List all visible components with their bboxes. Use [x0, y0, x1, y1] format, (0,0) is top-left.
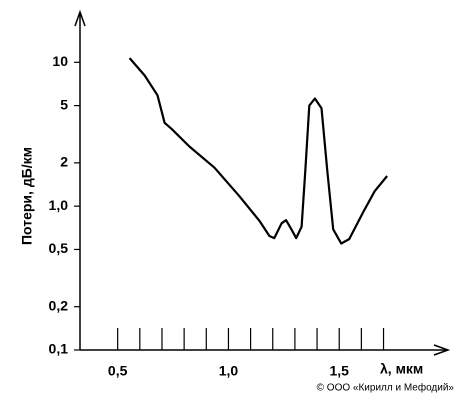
loss-curve — [128, 57, 388, 245]
x-label: λ, мкм — [380, 361, 423, 377]
y-tick-label: 0,1 — [49, 341, 69, 357]
y-arrow — [74, 9, 86, 27]
y-tick-label: 1,0 — [49, 197, 69, 213]
x-tick-label: 0,5 — [108, 363, 128, 379]
x-tick-label: 1,0 — [219, 363, 239, 379]
x-arrow — [433, 344, 451, 356]
y-tick-label: 5 — [60, 96, 68, 112]
credit: © ООО «Кирилл и Мефодий» — [317, 382, 455, 394]
y-label: Потери, дБ/км — [19, 147, 35, 245]
y-tick-label: 0,5 — [49, 240, 69, 256]
x-tick-label: 1,5 — [329, 363, 349, 379]
y-tick-label: 10 — [52, 53, 68, 69]
y-tick-label: 2 — [60, 154, 68, 170]
y-tick-label: 0,2 — [49, 297, 69, 313]
